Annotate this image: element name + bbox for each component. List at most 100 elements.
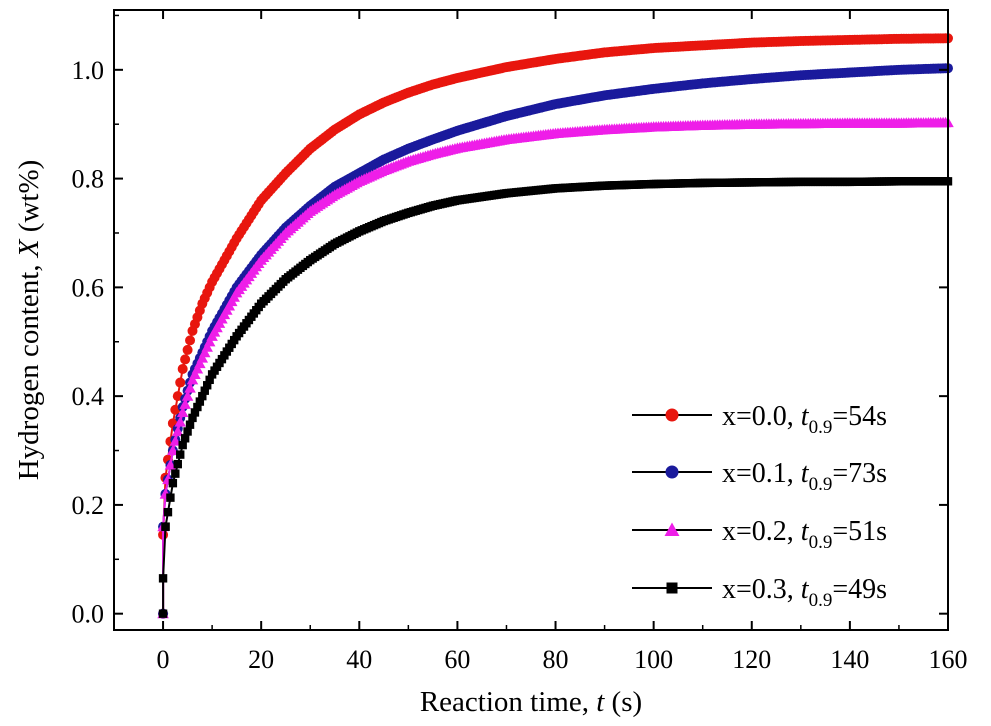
legend-marker [666, 582, 678, 594]
ticks-layer: 0 20 40 60 80 100 120 140 160 0.0 0.2 0.4 0.6 0.8 1.0 [72, 10, 968, 674]
y-tick-label: 0.2 [72, 491, 105, 520]
data-point [171, 469, 180, 478]
x-tick-label: 100 [634, 645, 673, 674]
legend-label-var: t [801, 574, 810, 605]
data-point [169, 435, 182, 446]
x-tick-label: 0 [157, 645, 170, 674]
legend-label: x=0.2, t0.9=51s [722, 516, 887, 553]
legend-label: x=0.0, t0.9=54s [722, 401, 887, 438]
y-tick-label: 0.8 [72, 165, 105, 194]
x-tick-label: 80 [543, 645, 569, 674]
data-point [164, 459, 177, 470]
y-axis-title: Hydrogen content, X (wt%) [13, 160, 45, 481]
data-point [191, 363, 204, 374]
data-point [161, 522, 170, 531]
data-point [174, 416, 186, 427]
legend-label-value: =51s [832, 516, 887, 547]
data-point [205, 375, 214, 385]
legend-label-sub: 0.9 [809, 474, 833, 495]
legend-label-var: t [801, 401, 810, 432]
legend-label-var: t [801, 516, 810, 547]
x-axis-title-var: t [596, 686, 605, 718]
data-point [177, 363, 188, 374]
x-axis-title-text: Reaction time, [420, 686, 596, 718]
y-axis-title-unit: (wt%) [13, 160, 45, 240]
data-point [167, 444, 179, 456]
x-tick-label: 40 [346, 645, 372, 674]
data-point [172, 425, 184, 437]
legend-label-sub: 0.9 [809, 417, 833, 438]
data-point [196, 352, 209, 363]
data-point [203, 336, 216, 347]
y-axis-title-text: Hydrogen content, [13, 257, 45, 480]
series-x=0.0 [158, 33, 953, 619]
data-point [179, 398, 191, 409]
data-point [193, 402, 202, 412]
x-axis-title: Reaction time, t (s) [420, 686, 642, 718]
data-point [198, 391, 207, 401]
x-axis-title-unit: (s) [604, 686, 642, 718]
data-point [194, 357, 206, 369]
series-x=0.3 [158, 177, 953, 618]
y-tick-label: 0.0 [72, 600, 105, 629]
data-point [185, 420, 195, 429]
y-axis-title-var: X [13, 238, 45, 258]
legend-item: x=0.3, t0.9=49s [632, 574, 887, 611]
legend-marker [664, 522, 680, 536]
data-point [189, 368, 201, 379]
y-tick-label: 0.6 [72, 273, 105, 302]
legend-marker [665, 465, 679, 479]
legend-label-value: =49s [832, 574, 887, 605]
data-point [180, 434, 190, 443]
data-point [175, 377, 186, 388]
data-point [173, 459, 182, 469]
data-point [178, 440, 187, 450]
data-point [176, 406, 189, 418]
legend-item: x=0.2, t0.9=51s [632, 516, 887, 553]
data-point [195, 397, 205, 406]
data-point [184, 382, 196, 393]
legend-label-sub: 0.9 [809, 532, 833, 553]
legend-label-value: =54s [832, 401, 887, 432]
legend-label-sub: 0.9 [809, 590, 833, 611]
legend-label-prefix: x=0.2, [722, 516, 801, 547]
legend-label-prefix: x=0.0, [722, 401, 801, 432]
data-point [181, 390, 194, 401]
x-tick-label: 60 [444, 645, 470, 674]
legend-label: x=0.3, t0.9=49s [722, 574, 887, 611]
x-tick-label: 20 [248, 645, 274, 674]
data-point [183, 427, 192, 436]
y-tick-label: 0.4 [72, 382, 105, 411]
data-point [203, 381, 212, 390]
data-point [176, 450, 185, 459]
data-point [188, 413, 197, 423]
data-point [186, 374, 199, 385]
data-point [200, 386, 209, 395]
data-point [182, 344, 193, 355]
legend-label-prefix: x=0.3, [722, 574, 801, 605]
legend-marker [665, 408, 679, 422]
legend-item: x=0.1, t0.9=73s [632, 458, 887, 495]
x-tick-label: 160 [929, 645, 968, 674]
x-tick-label: 120 [732, 645, 771, 674]
data-point [163, 507, 173, 517]
legend-label-var: t [801, 458, 810, 489]
legend-label-prefix: x=0.1, [722, 458, 801, 489]
data-point [199, 346, 211, 358]
data-point [201, 341, 213, 352]
legend-label: x=0.1, t0.9=73s [722, 458, 887, 495]
series-layer [157, 33, 954, 619]
data-point [190, 408, 200, 417]
data-point [166, 493, 175, 502]
data-point [168, 478, 178, 488]
x-tick-label: 140 [830, 645, 869, 674]
data-point [185, 335, 196, 346]
y-tick-label: 1.0 [72, 56, 105, 85]
legend-label-value: =73s [832, 458, 887, 489]
data-point [158, 574, 168, 583]
plot-frame [113, 9, 949, 631]
data-point [180, 354, 191, 365]
legend-item: x=0.0, t0.9=54s [632, 401, 887, 438]
